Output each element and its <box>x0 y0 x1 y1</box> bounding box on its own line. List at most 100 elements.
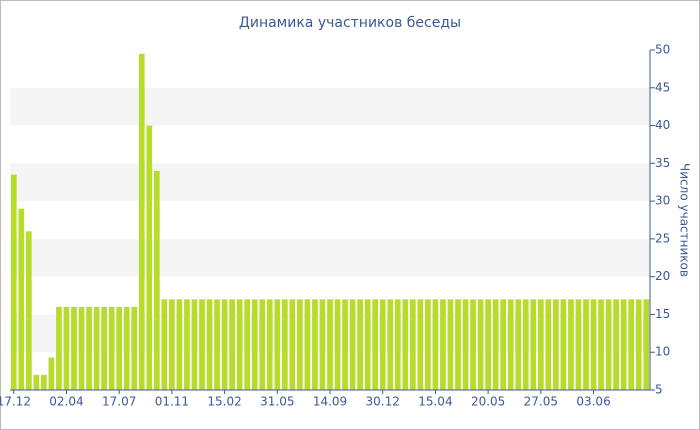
bar <box>545 299 552 390</box>
bar <box>48 357 55 390</box>
bar <box>477 299 484 390</box>
bar <box>605 299 612 390</box>
y-axis-title: Число участников <box>678 163 692 277</box>
bar <box>394 299 401 390</box>
bar <box>417 299 424 390</box>
grid-band <box>10 87 650 126</box>
bar <box>169 299 175 390</box>
bar <box>236 299 243 390</box>
y-tick-label: 35 <box>655 156 670 170</box>
bar <box>455 299 461 390</box>
bar <box>387 299 394 390</box>
bar <box>199 299 205 390</box>
bar <box>274 299 281 390</box>
x-tick-label: 30.12 <box>366 395 400 409</box>
bar <box>613 299 619 390</box>
bar <box>312 299 318 390</box>
bar <box>425 299 431 390</box>
bar <box>319 299 326 390</box>
bar <box>153 170 160 390</box>
y-tick-label: 45 <box>655 80 670 94</box>
bar <box>229 299 235 390</box>
bar <box>590 299 597 390</box>
bar <box>191 299 198 390</box>
bar <box>553 299 559 390</box>
bar <box>304 299 311 390</box>
bar <box>251 299 258 390</box>
bar <box>86 306 92 390</box>
bar <box>101 306 107 390</box>
bar <box>41 374 47 390</box>
x-tick-label: 20.05 <box>471 395 505 409</box>
x-tick-label: 15.04 <box>418 395 452 409</box>
grid-band <box>10 163 650 202</box>
y-tick-label: 5 <box>655 383 663 397</box>
x-tick-label: 02.04 <box>49 395 83 409</box>
x-tick-label: 01.11 <box>155 395 189 409</box>
bar <box>575 299 582 390</box>
y-tick-label: 15 <box>655 307 670 321</box>
bar <box>131 306 138 390</box>
bar <box>266 299 273 390</box>
bar <box>146 125 153 391</box>
x-tick-label: 15.02 <box>207 395 241 409</box>
x-tick-label: 03.06 <box>576 395 610 409</box>
bar <box>259 299 266 390</box>
bar <box>432 299 439 390</box>
grid-band <box>10 238 650 277</box>
x-tick-label: 14.09 <box>313 395 347 409</box>
x-tick-label: 17.12 <box>0 395 31 409</box>
y-tick-label: 50 <box>655 43 670 57</box>
bar <box>56 306 62 390</box>
bar <box>492 299 499 390</box>
bar <box>116 306 123 390</box>
bar <box>327 299 333 390</box>
bar <box>10 174 17 390</box>
bar <box>244 299 251 390</box>
bar <box>485 299 491 390</box>
bar <box>214 299 220 390</box>
bar <box>289 299 296 390</box>
bar <box>184 299 190 390</box>
bar <box>63 306 70 390</box>
bar <box>507 299 514 390</box>
x-tick-label: 27.05 <box>524 395 558 409</box>
bar <box>161 299 168 390</box>
y-tick-label: 40 <box>655 118 670 132</box>
x-tick-label: 31.05 <box>260 395 294 409</box>
bar <box>342 299 348 390</box>
bar <box>138 53 145 391</box>
bar <box>515 299 522 390</box>
bar <box>18 208 25 390</box>
bar <box>470 299 476 390</box>
x-tick-label: 17.07 <box>102 395 136 409</box>
bar <box>598 299 604 390</box>
bar <box>568 299 574 390</box>
bar <box>447 299 454 390</box>
bar <box>440 299 446 390</box>
bar <box>297 299 303 390</box>
y-tick-label: 10 <box>655 345 670 359</box>
bar <box>206 299 213 390</box>
bar <box>78 306 85 390</box>
bar <box>522 299 529 390</box>
bar <box>530 299 537 390</box>
bar <box>583 299 589 390</box>
y-tick-label: 30 <box>655 194 670 208</box>
chart-title: Динамика участников беседы <box>239 15 461 31</box>
y-tick-label: 25 <box>655 231 670 245</box>
bar <box>537 299 544 390</box>
bar <box>628 299 635 390</box>
bar <box>500 299 507 390</box>
bar <box>357 299 363 390</box>
bar <box>560 299 567 390</box>
bar <box>462 299 469 390</box>
bar <box>93 306 100 390</box>
bar <box>635 299 642 390</box>
bar <box>108 306 115 390</box>
bar <box>372 299 379 390</box>
bar <box>364 299 371 390</box>
bar <box>349 299 356 390</box>
bar <box>402 299 409 390</box>
